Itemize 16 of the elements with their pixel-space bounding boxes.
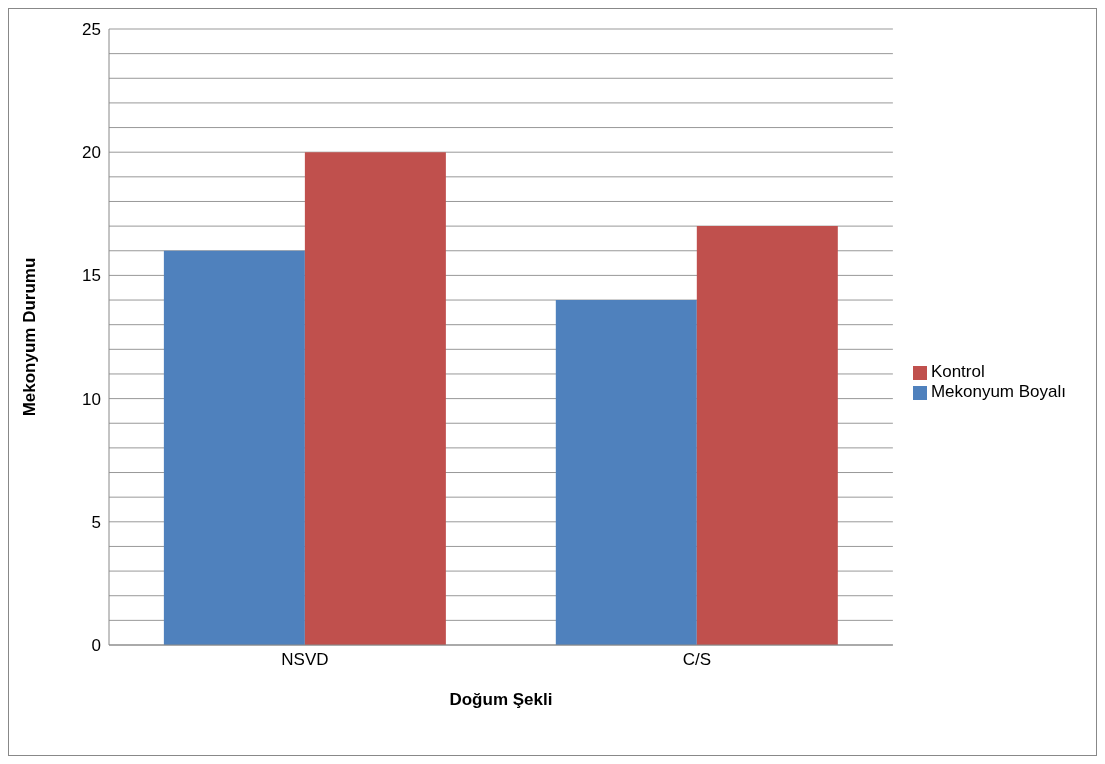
y-tick-label: 15	[82, 266, 101, 286]
x-tick-label: NSVD	[281, 650, 329, 670]
y-tick-label: 25	[82, 20, 101, 40]
y-tick-label: 0	[91, 636, 101, 656]
bar	[555, 300, 697, 645]
x-tick-label: C/S	[682, 650, 712, 670]
y-tick-label: 10	[82, 389, 101, 409]
bar	[696, 226, 838, 645]
bar	[163, 250, 305, 645]
y-tick-label: 5	[91, 512, 101, 532]
y-tick-label: 20	[82, 143, 101, 163]
y-axis-title: Mekonyum Durumu	[20, 257, 40, 417]
legend-label: Kontrol	[930, 362, 985, 381]
x-axis-title: Doğum Şekli	[449, 690, 553, 709]
legend-label: Mekonyum Boyalı	[930, 382, 1066, 401]
bar	[304, 152, 446, 645]
